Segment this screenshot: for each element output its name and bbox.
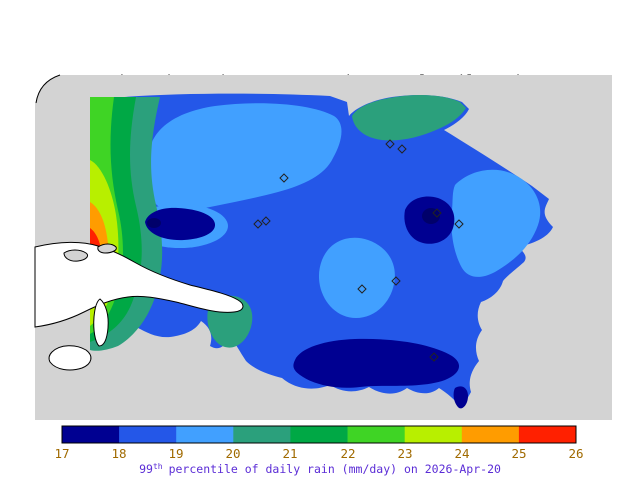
station-marker-diamond (454, 219, 464, 229)
island-2 (97, 243, 117, 254)
island-1 (63, 249, 89, 262)
tick-label: 21 (282, 446, 297, 461)
colorbar-seg-21-22 (290, 426, 348, 443)
contour-band-20-21-peninsula (352, 94, 466, 141)
colorbar-seg-23-24 (404, 426, 463, 443)
station-marker-diamond (279, 173, 289, 183)
contour-minimum-spot-west (147, 218, 161, 228)
contour-band-17-18-west (145, 207, 216, 241)
colorbar-seg-17-18 (62, 426, 120, 443)
tick-label: 20 (225, 446, 240, 461)
contour-band-19-20-east (451, 169, 541, 277)
caption-superscript: th (153, 462, 163, 471)
contour-minimum-spot-east (422, 208, 440, 224)
station-marker-diamond (385, 139, 395, 149)
station-marker-diamond (253, 219, 263, 229)
colorbar-seg-20-21 (233, 426, 291, 443)
tick-label: 22 (340, 446, 355, 461)
station-marker-diamond (429, 352, 439, 362)
colorbar-seg-18-19 (119, 426, 177, 443)
colorbar-ticks: 17 18 19 20 21 22 23 24 25 26 (54, 446, 583, 461)
colorbar-seg-24-25 (461, 426, 520, 443)
caption-text: percentile of daily rain (mm/day) on 202… (169, 462, 501, 476)
tick-label: 24 (454, 446, 469, 461)
colorbar-border (61, 425, 577, 444)
station-marker-diamond (432, 208, 442, 218)
colorbar (61, 425, 577, 444)
corner-coastline (35, 74, 61, 104)
station-marker-diamond (391, 276, 401, 286)
colorbar-seg-19-20 (176, 426, 234, 443)
contour-band-19-20-center (318, 237, 395, 318)
water-bay-southwest (48, 345, 92, 371)
station-marker-diamond (261, 216, 271, 226)
contour-band-17-18-tail (453, 386, 468, 409)
colorbar-seg-25-26 (518, 426, 576, 443)
tick-label: 18 (111, 446, 126, 461)
contour-band-17-18-south (293, 338, 460, 388)
water-inlet-arm (93, 298, 109, 347)
tick-label: 26 (568, 446, 583, 461)
caption-value: 99 (139, 462, 153, 476)
tick-label: 19 (168, 446, 183, 461)
colorbar-caption: 99th percentile of daily rain (mm/day) on… (139, 462, 501, 476)
tick-label: 25 (511, 446, 526, 461)
tick-label: 23 (397, 446, 412, 461)
station-marker-diamond (357, 284, 367, 294)
tick-label: 17 (54, 446, 69, 461)
corner-water (35, 75, 60, 103)
colorbar-seg-22-23 (347, 426, 406, 443)
station-markers (253, 139, 464, 362)
contour-band-19-20-upper (147, 103, 342, 211)
station-marker-diamond (397, 144, 407, 154)
